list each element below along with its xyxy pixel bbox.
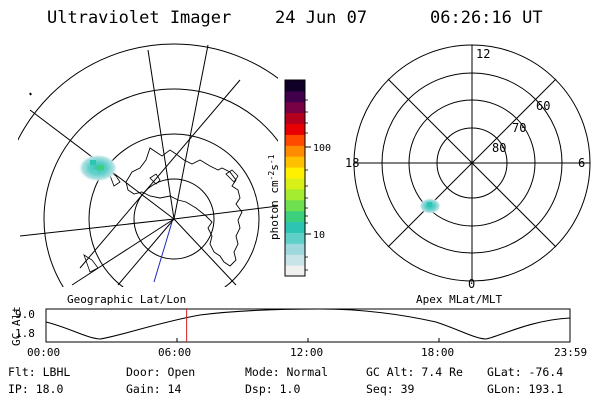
aurora-emission	[92, 170, 97, 174]
apex-aurora-emission	[427, 202, 432, 207]
colorbar-segment	[285, 112, 305, 125]
geo-meridian	[147, 49, 175, 220]
mlat-label-60: 60	[536, 99, 550, 113]
colorbar	[285, 80, 305, 277]
coastline	[125, 147, 243, 267]
colorbar-segment	[285, 199, 305, 212]
geo-lat-circle	[18, 43, 278, 141]
geo-meridian	[117, 218, 175, 286]
info-gc-alt: GC Alt: 7.4 Re	[366, 365, 463, 379]
colorbar-tick-label: 100	[313, 143, 331, 154]
altitude-ylabel: GC Alt	[10, 306, 23, 346]
colorbar-frame	[284, 79, 306, 277]
colorbar-segment	[285, 232, 305, 244]
small-marker	[29, 92, 32, 96]
colorbar-segment	[285, 167, 305, 179]
info-mode: Mode: Normal	[245, 365, 329, 379]
apex-panel-label: Apex MLat/MLT	[416, 293, 502, 306]
geo-lat-circle	[43, 88, 278, 287]
geo-panel-label: Geographic Lat/Lon	[67, 293, 186, 306]
mlat-label-70: 70	[512, 121, 526, 135]
altitude-xtick-label: 12:00	[290, 346, 323, 359]
mlt-label-6: 6	[578, 156, 585, 170]
info-glon: GLon: 193.1	[487, 382, 564, 396]
altitude-xtick-label: 18:00	[421, 346, 454, 359]
colorbar-segment	[285, 243, 305, 255]
altitude-curve	[45, 308, 571, 340]
colorbar-minor-ticks	[305, 99, 308, 271]
colorbar-unit-label: photon cm-2s-1	[267, 154, 281, 240]
colorbar-segment	[285, 90, 305, 103]
altitude-xtick-label: 23:59	[554, 346, 587, 359]
orbit-track	[153, 221, 173, 283]
geo-meridian	[79, 79, 241, 269]
geo-lat-circle	[88, 133, 260, 287]
colorbar-segment	[285, 134, 305, 146]
info-filter: Flt: LBHL	[8, 365, 71, 379]
altitude-x-ticks	[45, 338, 571, 342]
coastline	[225, 169, 239, 183]
colorbar-segment	[285, 188, 305, 201]
geographic-map	[18, 43, 278, 287]
altitude-ytick-label: 1.8	[15, 327, 35, 340]
colorbar-segment	[285, 80, 305, 92]
colorbar-segment	[285, 178, 305, 190]
geo-meridian	[173, 218, 237, 286]
aurora-emission	[90, 160, 96, 165]
coastline	[149, 173, 161, 185]
colorbar-segment	[285, 221, 305, 233]
mlt-label-18: 18	[345, 156, 359, 170]
geo-meridian	[173, 205, 278, 220]
colorbar-segment	[285, 123, 305, 135]
geo-meridian	[71, 218, 175, 286]
colorbar-segment	[285, 265, 305, 277]
coastline	[83, 254, 99, 273]
apex-mlt-line	[387, 78, 557, 248]
image-time: 06:26:16 UT	[430, 8, 543, 28]
colorbar-tick-label: 10	[313, 230, 325, 241]
mlt-label-0: 0	[468, 277, 475, 291]
geo-meridian	[173, 44, 209, 220]
colorbar-segment	[285, 156, 305, 168]
info-ip: IP: 18.0	[8, 382, 64, 396]
geo-lat-circle	[133, 178, 215, 260]
apex-polar-plot	[353, 44, 591, 282]
mlat-label-80: 80	[492, 141, 506, 155]
colorbar-segment	[285, 101, 305, 114]
info-glat: GLat: -76.4	[487, 365, 564, 379]
image-date: 24 Jun 07	[275, 8, 368, 28]
mlt-label-12: 12	[476, 47, 490, 61]
aurora-emission	[98, 165, 104, 170]
info-seq: Seq: 39	[366, 382, 415, 396]
info-door: Door: Open	[126, 365, 196, 379]
altitude-xtick-label: 00:00	[27, 346, 60, 359]
colorbar-segment	[285, 254, 305, 266]
info-gain: Gain: 14	[126, 382, 182, 396]
colorbar-segment	[285, 210, 305, 223]
instrument-title: Ultraviolet Imager	[47, 8, 232, 28]
info-dsp: Dsp: 1.0	[245, 382, 301, 396]
altitude-xtick-label: 06:00	[158, 346, 191, 359]
geo-meridian	[19, 218, 175, 237]
altitude-ytick-label: 9.0	[15, 308, 35, 321]
colorbar-segment	[285, 145, 305, 157]
altitude-plot	[45, 308, 571, 343]
